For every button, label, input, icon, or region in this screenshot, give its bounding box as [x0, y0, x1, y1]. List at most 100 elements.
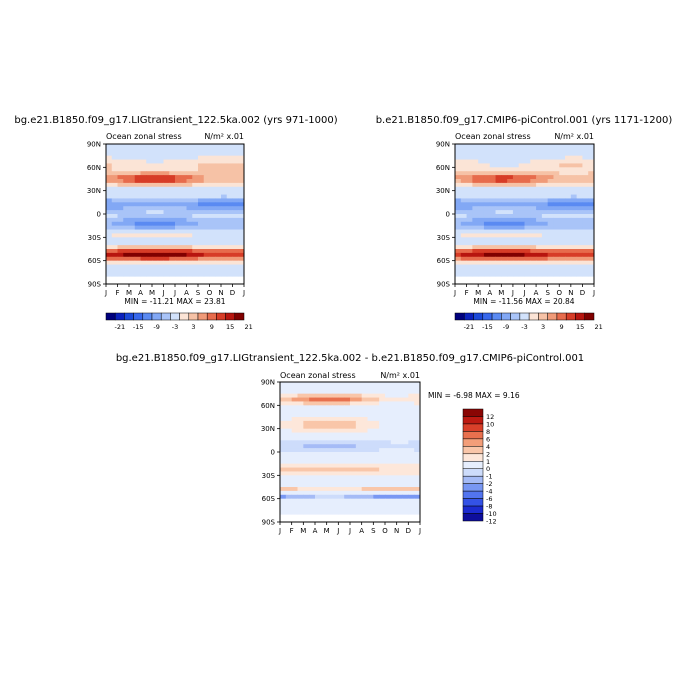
x-tick-label: S: [545, 289, 550, 297]
heatmap-cell: [175, 264, 182, 269]
heatmap-cell: [541, 198, 549, 203]
heatmap-cell: [169, 260, 176, 265]
heatmap-cell: [344, 440, 351, 445]
heatmap-cell: [414, 405, 421, 410]
heatmap-cell: [338, 428, 345, 433]
heatmap-cell: [350, 440, 357, 445]
heatmap-cell: [117, 252, 124, 258]
heatmap-cell: [414, 471, 421, 476]
heatmap-cell: [588, 252, 595, 258]
heatmap-cell: [303, 471, 310, 476]
heatmap-cell: [367, 405, 374, 410]
heatmap-cell: [355, 483, 363, 488]
heatmap-cell: [390, 393, 398, 398]
heatmap-cell: [390, 448, 398, 453]
heatmap-cell: [192, 159, 199, 164]
colorbar-label: 0: [486, 465, 490, 473]
heatmap-cell: [576, 198, 583, 203]
heatmap-cell: [320, 487, 328, 492]
heatmap-cell: [530, 221, 537, 227]
heatmap-cell: [285, 459, 293, 465]
heatmap-cell: [472, 202, 479, 207]
heatmap-cell: [221, 151, 228, 157]
heatmap-cell: [547, 210, 554, 215]
heatmap-cell: [350, 494, 357, 500]
heatmap-cell: [495, 225, 502, 230]
heatmap-cell: [507, 179, 514, 184]
heatmap-cell: [152, 159, 159, 164]
heatmap-cell: [146, 167, 153, 172]
heatmap-cell: [203, 241, 210, 246]
heatmap-cell: [570, 186, 578, 192]
heatmap-cell: [238, 221, 245, 227]
heatmap-cell: [297, 452, 304, 457]
x-tick-label: M: [149, 289, 155, 297]
heatmap-cell: [385, 417, 392, 422]
heatmap-cell: [547, 252, 554, 258]
heatmap-cell: [489, 163, 496, 168]
x-tick-label: J: [278, 527, 281, 535]
heatmap-cell: [373, 432, 380, 437]
heatmap-cell: [146, 159, 153, 164]
heatmap-cell: [455, 225, 462, 230]
colorbar-swatch: [160, 312, 171, 321]
heatmap-cell: [355, 510, 363, 515]
heatmap-cell: [280, 440, 287, 445]
heatmap-cell: [332, 385, 339, 391]
heatmap-cell: [559, 252, 566, 258]
heatmap-cell: [146, 260, 153, 265]
heatmap-cell: [344, 506, 351, 511]
heatmap-cell: [478, 175, 485, 180]
heatmap-cell: [163, 241, 170, 246]
heatmap-cell: [489, 186, 496, 192]
heatmap-cell: [495, 241, 502, 246]
heatmap-cell: [379, 424, 386, 430]
heatmap-cell: [466, 147, 473, 153]
heatmap-cell: [175, 194, 182, 199]
heatmap-cell: [123, 214, 130, 219]
heatmap-cell: [501, 179, 508, 184]
heatmap-cell: [588, 194, 595, 199]
heatmap-cell: [536, 264, 543, 269]
heatmap-cell: [175, 202, 182, 207]
heatmap-cell: [483, 171, 491, 176]
heatmap-cell: [129, 194, 136, 199]
heatmap-cell: [472, 171, 479, 176]
heatmap-cell: [303, 401, 310, 406]
colorbar-label: -8: [486, 503, 492, 511]
heatmap-cell: [367, 467, 374, 472]
heatmap-cell: [507, 217, 514, 223]
heatmap-cell: [111, 206, 118, 211]
heatmap-cell: [238, 210, 245, 215]
heatmap-cell: [373, 463, 380, 468]
heatmap-cell: [186, 268, 193, 273]
heatmap-cell: [303, 436, 310, 441]
heatmap-cell: [478, 210, 485, 215]
heatmap-cell: [157, 167, 164, 172]
heatmap-cell: [198, 229, 205, 234]
heatmap-cell: [226, 252, 233, 258]
heatmap-cell: [588, 229, 595, 234]
heatmap-cell: [576, 155, 583, 160]
heatmap-cell: [367, 393, 374, 398]
heatmap-cell: [157, 190, 164, 195]
heatmap-cell: [576, 260, 583, 265]
heatmap-cell: [588, 264, 595, 269]
heatmap-cell: [501, 237, 508, 242]
heatmap-cell: [466, 260, 473, 265]
heatmap-cell: [326, 506, 333, 511]
heatmap-cell: [547, 241, 554, 246]
heatmap-cell: [478, 264, 485, 269]
heatmap-cell: [373, 436, 380, 441]
heatmap-cell: [408, 417, 415, 422]
panel-lig-subtitle-right: N/m² x.01: [204, 132, 244, 141]
heatmap-cell: [209, 186, 216, 192]
heatmap-cell: [123, 182, 130, 188]
heatmap-cell: [111, 167, 118, 172]
heatmap-cell: [553, 264, 560, 269]
heatmap-cell: [106, 175, 113, 180]
heatmap-cell: [385, 483, 392, 488]
heatmap-cell: [134, 206, 141, 211]
heatmap-cell: [192, 206, 199, 211]
heatmap-cell: [198, 179, 205, 184]
